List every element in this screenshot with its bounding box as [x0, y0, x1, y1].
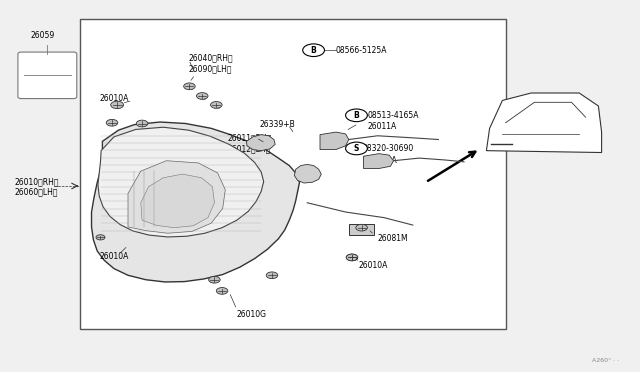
Circle shape	[356, 224, 367, 231]
Text: 08513-4165A: 08513-4165A	[368, 111, 419, 120]
Text: 26012（LH）: 26012（LH）	[227, 144, 271, 153]
Circle shape	[111, 101, 124, 109]
Polygon shape	[98, 127, 264, 237]
Text: 26059: 26059	[31, 31, 55, 40]
Text: 26010（RH）: 26010（RH）	[14, 178, 59, 187]
Text: B: B	[354, 111, 359, 120]
Text: 26060（LH）: 26060（LH）	[14, 188, 58, 197]
Text: 26040（RH）: 26040（RH）	[189, 53, 234, 62]
Circle shape	[303, 44, 324, 57]
Circle shape	[136, 120, 148, 127]
Polygon shape	[320, 132, 349, 150]
Circle shape	[346, 254, 358, 261]
Polygon shape	[128, 161, 225, 233]
Circle shape	[96, 235, 105, 240]
Text: 08566-5125A: 08566-5125A	[336, 46, 387, 55]
Text: 26010A: 26010A	[358, 262, 388, 270]
Text: 26011AA: 26011AA	[363, 156, 397, 165]
Text: 26011A: 26011A	[368, 122, 397, 131]
Text: 26010A: 26010A	[99, 252, 129, 261]
Circle shape	[106, 119, 118, 126]
Circle shape	[209, 276, 220, 283]
Polygon shape	[141, 174, 214, 228]
Polygon shape	[246, 135, 275, 151]
Text: 26010A: 26010A	[99, 94, 129, 103]
FancyBboxPatch shape	[18, 52, 77, 99]
Text: S: S	[354, 144, 359, 153]
Circle shape	[211, 102, 222, 108]
Text: 26010G: 26010G	[237, 310, 267, 319]
Text: 08320-30690: 08320-30690	[363, 144, 414, 153]
Bar	[80, 19, 506, 329]
Circle shape	[184, 83, 195, 90]
Circle shape	[346, 142, 367, 155]
Polygon shape	[92, 122, 300, 282]
Polygon shape	[364, 154, 394, 169]
Circle shape	[346, 254, 358, 261]
Text: 26090（LH）: 26090（LH）	[189, 64, 232, 73]
Text: 26081M: 26081M	[378, 234, 408, 243]
Polygon shape	[486, 93, 602, 153]
FancyBboxPatch shape	[349, 224, 374, 235]
Circle shape	[216, 288, 228, 294]
Text: 26011（RH）: 26011（RH）	[227, 133, 271, 142]
Text: A260° · ·: A260° · ·	[593, 358, 620, 363]
Polygon shape	[294, 164, 321, 183]
Circle shape	[196, 93, 208, 99]
Circle shape	[266, 272, 278, 279]
Text: B: B	[311, 46, 316, 55]
Text: 26339+B: 26339+B	[259, 120, 295, 129]
Circle shape	[346, 109, 367, 122]
